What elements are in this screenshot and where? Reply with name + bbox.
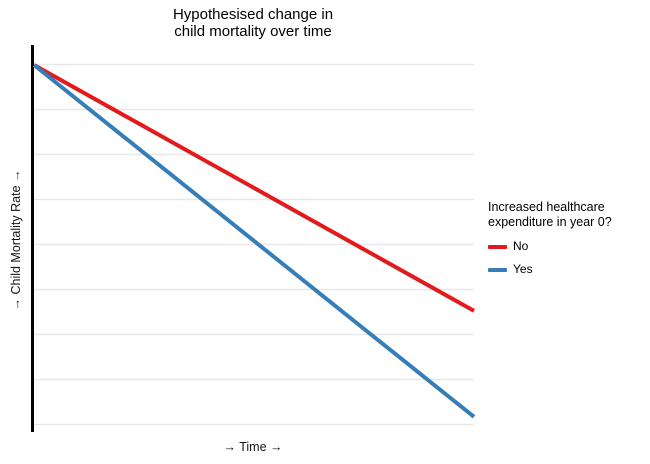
series-line-no [33,63,475,313]
legend-label-yes: Yes [513,262,533,276]
series-line-yes [32,63,476,419]
chart-title-line1: Hypothesised change in [172,6,334,23]
legend-swatch-no [488,244,507,249]
y-axis-label: → Child Mortality Rate → [9,169,23,311]
x-axis-label: → Time → [223,440,283,454]
legend: Increased healthcare expenditure in year… [488,200,650,276]
legend-swatch-yes [488,267,507,272]
chart-title: Hypothesised change in child mortality o… [173,6,333,40]
legend-item-yes: Yes [488,263,650,276]
legend-title: Increased healthcare expenditure in year… [488,200,612,229]
legend-item-no: No [488,240,650,253]
chart-title-line2: child mortality over time [174,23,332,40]
legend-label-no: No [513,239,529,253]
